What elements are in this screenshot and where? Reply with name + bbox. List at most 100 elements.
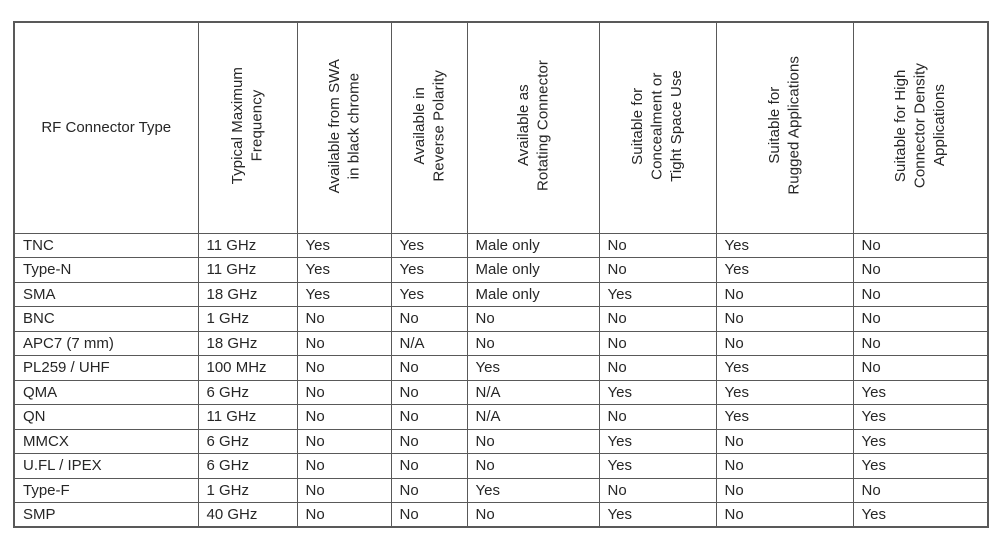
value-cell: Yes bbox=[390, 281, 468, 307]
value-cell: 1 GHz bbox=[197, 477, 298, 503]
value-cell: No bbox=[390, 306, 468, 332]
connector-type-cell: SMA bbox=[13, 281, 199, 307]
table-row: APC7 (7 mm) 18 GHz No N/A No No No No bbox=[13, 330, 989, 356]
value-cell: 100 MHz bbox=[197, 355, 298, 381]
value-cell: Yes bbox=[466, 355, 600, 381]
value-cell: N/A bbox=[466, 379, 600, 405]
value-cell: No bbox=[466, 306, 600, 332]
table-body: TNC 11 GHz Yes Yes Male only No Yes No Type-N 11 … bbox=[13, 232, 989, 528]
value-cell: N/A bbox=[466, 404, 600, 430]
value-cell: Yes bbox=[715, 404, 854, 430]
column-header-label: Available as Rotating Connector bbox=[514, 60, 552, 192]
value-cell: No bbox=[598, 232, 717, 258]
value-cell: 11 GHz bbox=[197, 257, 298, 283]
value-cell: No bbox=[852, 330, 989, 356]
table-row: SMA 18 GHz Yes Yes Male only Yes No No bbox=[13, 281, 989, 307]
column-header-swa-black-chrome: Available from SWA in black chrome bbox=[296, 21, 392, 234]
value-cell: No bbox=[296, 428, 392, 454]
value-cell: N/A bbox=[390, 330, 468, 356]
value-cell: Yes bbox=[296, 257, 392, 283]
value-cell: Yes bbox=[598, 502, 717, 528]
connector-type-cell: MMCX bbox=[13, 428, 199, 454]
column-header-rotating-connector: Available as Rotating Connector bbox=[466, 21, 600, 234]
value-cell: No bbox=[715, 477, 854, 503]
rf-connector-comparison-table: RF Connector Type Typical Maximum Freque… bbox=[13, 21, 989, 528]
value-cell: 6 GHz bbox=[197, 428, 298, 454]
value-cell: No bbox=[296, 502, 392, 528]
value-cell: 11 GHz bbox=[197, 404, 298, 430]
column-header-label: Suitable for High Connector Density Appl… bbox=[892, 63, 948, 189]
table-row: BNC 1 GHz No No No No No No bbox=[13, 306, 989, 332]
value-cell: No bbox=[390, 428, 468, 454]
column-header-reverse-polarity: Available in Reverse Polarity bbox=[390, 21, 468, 234]
column-header-max-frequency: Typical Maximum Frequency bbox=[197, 21, 298, 234]
column-header-label: Suitable for Concealment or Tight Space … bbox=[629, 69, 686, 182]
table-row: TNC 11 GHz Yes Yes Male only No Yes No bbox=[13, 232, 989, 258]
value-cell: No bbox=[390, 404, 468, 430]
value-cell: No bbox=[390, 453, 468, 479]
value-cell: 6 GHz bbox=[197, 453, 298, 479]
value-cell: No bbox=[852, 355, 989, 381]
value-cell: 1 GHz bbox=[197, 306, 298, 332]
value-cell: No bbox=[296, 379, 392, 405]
value-cell: No bbox=[296, 404, 392, 430]
value-cell: No bbox=[598, 355, 717, 381]
corner-header-cell: RF Connector Type bbox=[13, 21, 199, 234]
value-cell: No bbox=[598, 306, 717, 332]
value-cell: No bbox=[296, 355, 392, 381]
value-cell: 18 GHz bbox=[197, 281, 298, 307]
value-cell: Yes bbox=[715, 355, 854, 381]
connector-type-cell: APC7 (7 mm) bbox=[13, 330, 199, 356]
column-header-label: Typical Maximum Frequency bbox=[229, 67, 266, 185]
value-cell: No bbox=[466, 330, 600, 356]
value-cell: No bbox=[715, 428, 854, 454]
column-header-rugged-applications: Suitable for Rugged Applications bbox=[715, 21, 854, 234]
value-cell: No bbox=[715, 502, 854, 528]
value-cell: No bbox=[852, 306, 989, 332]
value-cell: Male only bbox=[466, 281, 600, 307]
value-cell: No bbox=[715, 281, 854, 307]
value-cell: No bbox=[598, 404, 717, 430]
value-cell: No bbox=[390, 502, 468, 528]
connector-type-cell: Type-N bbox=[13, 257, 199, 283]
value-cell: Yes bbox=[715, 379, 854, 405]
value-cell: Yes bbox=[715, 257, 854, 283]
value-cell: Yes bbox=[598, 453, 717, 479]
header-row: RF Connector Type Typical Maximum Freque… bbox=[13, 21, 989, 234]
connector-type-cell: BNC bbox=[13, 306, 199, 332]
value-cell: Yes bbox=[852, 404, 989, 430]
connector-type-cell: PL259 / UHF bbox=[13, 355, 199, 381]
column-header-high-connector-density: Suitable for High Connector Density Appl… bbox=[852, 21, 989, 234]
corner-header-label: RF Connector Type bbox=[41, 119, 172, 137]
connector-type-cell: QMA bbox=[13, 379, 199, 405]
table-row: SMP 40 GHz No No No Yes No Yes bbox=[13, 502, 989, 528]
value-cell: Yes bbox=[296, 281, 392, 307]
value-cell: No bbox=[852, 232, 989, 258]
connector-type-cell: U.FL / IPEX bbox=[13, 453, 199, 479]
value-cell: Yes bbox=[390, 257, 468, 283]
value-cell: No bbox=[852, 257, 989, 283]
value-cell: No bbox=[598, 257, 717, 283]
column-header-label: Suitable for Rugged Applications bbox=[766, 56, 803, 196]
value-cell: No bbox=[466, 502, 600, 528]
connector-type-cell: Type-F bbox=[13, 477, 199, 503]
value-cell: 6 GHz bbox=[197, 379, 298, 405]
table-row: MMCX 6 GHz No No No Yes No Yes bbox=[13, 428, 989, 454]
value-cell: No bbox=[852, 477, 989, 503]
value-cell: Yes bbox=[852, 502, 989, 528]
value-cell: Yes bbox=[715, 232, 854, 258]
value-cell: 11 GHz bbox=[197, 232, 298, 258]
value-cell: 40 GHz bbox=[197, 502, 298, 528]
table-row: PL259 / UHF 100 MHz No No Yes No Yes No bbox=[13, 355, 989, 381]
value-cell: No bbox=[598, 477, 717, 503]
value-cell: No bbox=[390, 355, 468, 381]
value-cell: Male only bbox=[466, 257, 600, 283]
value-cell: Yes bbox=[852, 428, 989, 454]
connector-type-cell: QN bbox=[13, 404, 199, 430]
value-cell: Yes bbox=[598, 281, 717, 307]
column-header-label: Available in Reverse Polarity bbox=[410, 69, 448, 182]
value-cell: No bbox=[715, 453, 854, 479]
value-cell: Yes bbox=[466, 477, 600, 503]
value-cell: Yes bbox=[598, 379, 717, 405]
